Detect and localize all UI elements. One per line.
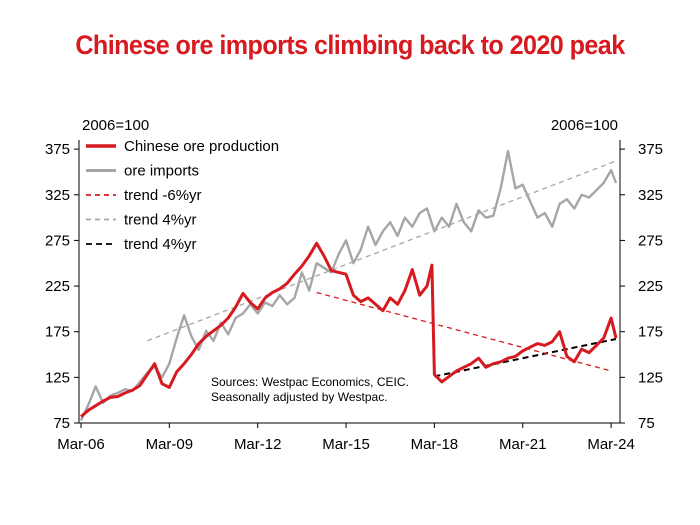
left-axis-label: 2006=100	[82, 117, 149, 134]
y-tick-label-left: 275	[45, 232, 70, 249]
series-line-trend-6-yr	[316, 291, 612, 372]
legend-label: trend -6%yr	[124, 187, 202, 204]
x-tick-label: Mar-24	[587, 436, 635, 453]
y-tick-label-left: 175	[45, 324, 70, 341]
y-tick-label-left: 375	[45, 141, 70, 158]
legend: Chinese ore production ore imports trend -…	[86, 138, 279, 253]
y-tick-label-right: 125	[638, 369, 663, 386]
x-tick-label: Mar-18	[411, 436, 459, 453]
y-tick-label-left: 325	[45, 187, 70, 204]
y-tick-label-right: 225	[638, 278, 663, 295]
y-tick-label-right: 75	[638, 415, 655, 432]
series-line-trend-4-yr	[147, 160, 617, 342]
source-note-line-2: Seasonally adjusted by Westpac.	[211, 390, 388, 404]
y-tick-label-left: 225	[45, 278, 70, 295]
legend-label: ore imports	[124, 163, 199, 180]
source-note-line-1: Sources: Westpac Economics, CEIC.	[211, 375, 409, 389]
series-line-ore-imports	[79, 149, 618, 421]
y-tick-label-left: 75	[53, 415, 70, 432]
chart-title: Chinese ore imports climbing back to 202…	[75, 30, 625, 60]
y-tick-label-left: 125	[45, 369, 70, 386]
y-tick-label-right: 325	[638, 187, 663, 204]
legend-label: trend 4%yr	[124, 212, 197, 229]
x-tick-label: Mar-15	[322, 436, 370, 453]
legend-label: Chinese ore production	[124, 138, 279, 155]
ticks: 75 75 125 125 175 175 225 225 275 275 325 325 375 375…	[45, 141, 663, 453]
series-line-trend-4-yr	[434, 338, 617, 378]
y-tick-label-right: 375	[638, 141, 663, 158]
source-note: Sources: Westpac Economics, CEIC. Season…	[211, 375, 409, 404]
series-lines	[79, 149, 618, 421]
right-axis-label: 2006=100	[551, 117, 618, 134]
x-tick-label: Mar-09	[146, 436, 194, 453]
y-tick-label-right: 175	[638, 324, 663, 341]
x-tick-label: Mar-06	[57, 436, 105, 453]
x-tick-label: Mar-12	[234, 436, 282, 453]
legend-label: trend 4%yr	[124, 236, 197, 253]
y-tick-label-right: 275	[638, 232, 663, 249]
series-line-chinese-ore-production	[80, 241, 618, 418]
x-tick-label: Mar-21	[499, 436, 547, 453]
